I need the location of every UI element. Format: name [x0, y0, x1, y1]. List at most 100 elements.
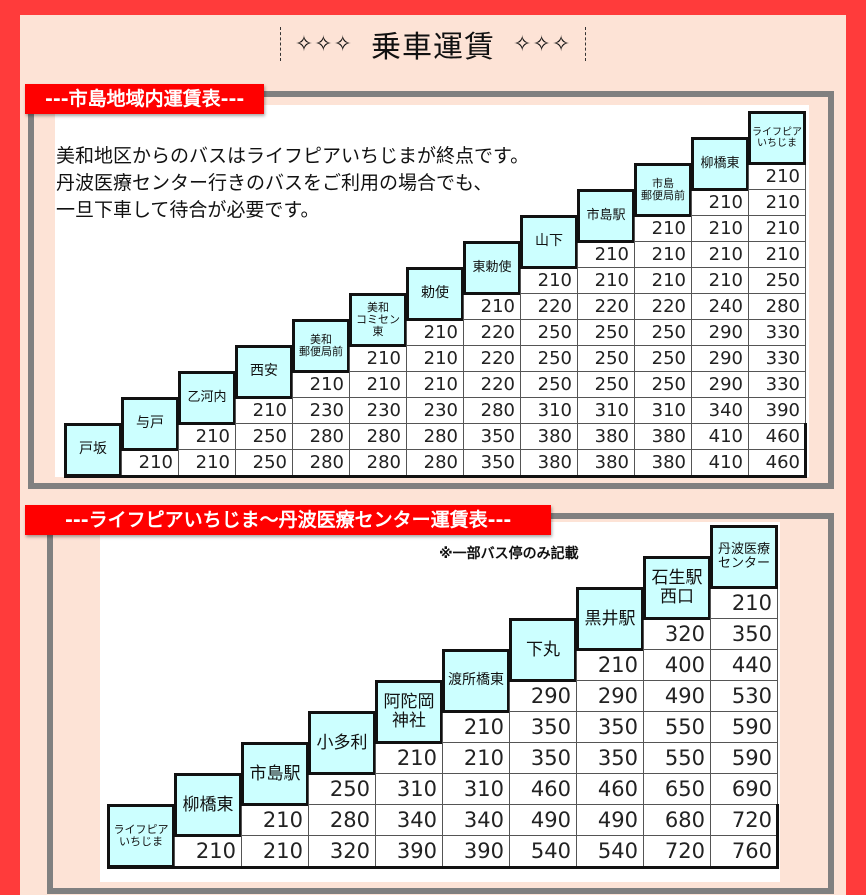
fare-cell: 210: [241, 835, 309, 867]
fare-cell: 230: [349, 397, 407, 424]
fare-cell: 380: [520, 423, 578, 450]
fare-cell: 220: [463, 319, 521, 346]
station-header: 石生駅 西口: [643, 556, 711, 620]
fare-cell: 310: [442, 773, 510, 805]
station-header: 市島駅: [577, 189, 635, 243]
station-header: ライフピア いちじま: [748, 111, 806, 165]
fare-cell: 250: [520, 371, 578, 398]
fare-cell: 210: [748, 241, 806, 268]
fare-cell: 210: [748, 189, 806, 216]
station-header: 美和 コミセン東: [349, 293, 407, 347]
fare-cell: 210: [349, 345, 407, 372]
fare-cell: 220: [463, 345, 521, 372]
fare-cell: 350: [710, 618, 778, 650]
fare-cell: 340: [691, 397, 749, 424]
fare-cell: 720: [710, 804, 778, 836]
fare-cell: 650: [643, 773, 711, 805]
fare-cell: 350: [509, 742, 577, 774]
fare-cell: 290: [509, 680, 577, 712]
fare-cell: 220: [634, 293, 692, 320]
fare-cell: 760: [710, 835, 778, 867]
fare-cell: 210: [748, 163, 806, 190]
station-header: 柳橋東: [691, 137, 749, 191]
fare-cell: 210: [406, 319, 464, 346]
fare-cell: 460: [509, 773, 577, 805]
fare-cell: 210: [121, 449, 179, 476]
fare-cell: 210: [710, 587, 778, 619]
fare-cell: 330: [748, 371, 806, 398]
fare-cell: 250: [520, 319, 578, 346]
fare-cell: 690: [710, 773, 778, 805]
fare-cell: 290: [691, 345, 749, 372]
fare-cell: 220: [463, 371, 521, 398]
fare-cell: 590: [710, 711, 778, 743]
section2-banner: ---ライフピアいちじま～丹波医療センター運賃表---: [25, 505, 552, 535]
fare-cell: 210: [691, 215, 749, 242]
fare-cell: 220: [577, 293, 635, 320]
fare-cell: 210: [576, 649, 644, 681]
fare-cell: 210: [634, 267, 692, 294]
fare-cell: 230: [406, 397, 464, 424]
station-header: 乙河内: [178, 371, 236, 425]
fare-cell: 460: [748, 449, 806, 476]
fare-cell: 350: [576, 711, 644, 743]
fare-cell: 350: [463, 449, 521, 476]
fare-cell: 340: [375, 804, 443, 836]
section1-note: 美和地区からのバスはライフピアいちじまが終点です。 丹波医療センター行きのバスを…: [56, 143, 529, 224]
note-line: 丹波医療センター行きのバスをご利用の場合でも、: [56, 172, 493, 194]
fare-cell: 540: [576, 835, 644, 867]
fare-cell: 380: [634, 449, 692, 476]
fare-cell: 250: [235, 449, 293, 476]
fare-cell: 350: [576, 742, 644, 774]
note-line: 美和地区からのバスはライフピアいちじまが終点です。: [56, 145, 530, 167]
fare-cell: 250: [634, 345, 692, 372]
fare-cell: 310: [577, 397, 635, 424]
fare-cell: 320: [308, 835, 376, 867]
fare-cell: 250: [520, 345, 578, 372]
station-header: 下丸: [509, 618, 577, 682]
fare-cell: 250: [235, 423, 293, 450]
fare-cell: 460: [748, 423, 806, 450]
fare-cell: 280: [308, 804, 376, 836]
fare-cell: 250: [634, 371, 692, 398]
fare-cell: 210: [241, 804, 309, 836]
fare-cell: 280: [406, 423, 464, 450]
fare-cell: 210: [442, 742, 510, 774]
fare-cell: 290: [691, 319, 749, 346]
fare-cell: 250: [748, 267, 806, 294]
station-header: 柳橋東: [174, 773, 242, 837]
station-header: 黒井駅: [576, 587, 644, 651]
fare-cell: 280: [292, 423, 350, 450]
fare-cell: 210: [748, 215, 806, 242]
fare-cell: 350: [509, 711, 577, 743]
station-header: 渡所橋東: [442, 649, 510, 713]
fare-cell: 380: [634, 423, 692, 450]
fare-cell: 390: [442, 835, 510, 867]
station-header: 阿陀岡 神社: [375, 680, 443, 744]
fare-cell: 400: [643, 649, 711, 681]
fare-cell: 250: [577, 345, 635, 372]
station-header: 東勅使: [463, 241, 521, 295]
fare-cell: 720: [643, 835, 711, 867]
fare-cell: 210: [406, 371, 464, 398]
fare-cell: 320: [643, 618, 711, 650]
sparkle-icon: ✧✧✧: [294, 31, 353, 57]
fare-cell: 210: [634, 241, 692, 268]
fare-cell: 550: [643, 711, 711, 743]
fare-cell: 280: [406, 449, 464, 476]
fare-cell: 490: [576, 804, 644, 836]
fare-cell: 460: [576, 773, 644, 805]
fare-cell: 340: [442, 804, 510, 836]
fare-cell: 210: [178, 449, 236, 476]
fare-cell: 380: [577, 449, 635, 476]
fare-cell: 210: [691, 241, 749, 268]
station-header: 市島駅: [241, 742, 309, 806]
station-header: 美和 郵便局前: [292, 319, 350, 373]
fare-cell: 380: [520, 449, 578, 476]
station-header: 山下: [520, 215, 578, 269]
fare-cell: 250: [577, 371, 635, 398]
fare-cell: 210: [442, 711, 510, 743]
page-title-text: 乗車運賃: [371, 30, 495, 65]
fare-cell: 490: [509, 804, 577, 836]
fare-cell: 410: [691, 449, 749, 476]
